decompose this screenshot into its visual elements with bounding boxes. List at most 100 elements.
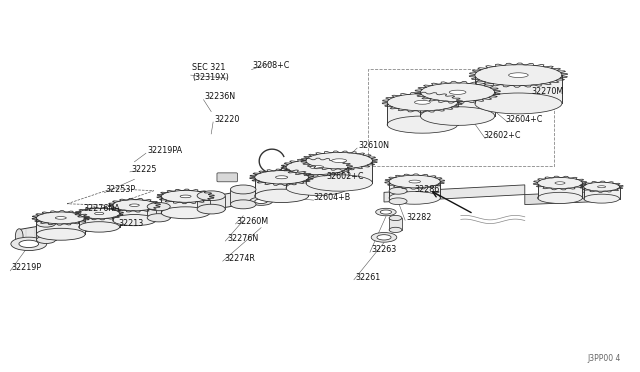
Ellipse shape	[420, 107, 495, 125]
Ellipse shape	[255, 189, 308, 203]
Ellipse shape	[113, 200, 156, 211]
Ellipse shape	[409, 180, 420, 183]
Polygon shape	[230, 189, 256, 204]
Ellipse shape	[161, 207, 210, 219]
Text: 32236N: 32236N	[205, 92, 236, 101]
Ellipse shape	[306, 175, 372, 191]
Ellipse shape	[129, 204, 140, 206]
Polygon shape	[113, 205, 156, 220]
Text: 32219P: 32219P	[12, 263, 42, 272]
Ellipse shape	[389, 227, 402, 232]
Ellipse shape	[332, 159, 347, 163]
Text: 32274R: 32274R	[224, 254, 255, 263]
Ellipse shape	[161, 190, 210, 202]
Text: J3PP00 4: J3PP00 4	[588, 354, 621, 363]
Text: 32276N: 32276N	[227, 234, 259, 243]
Ellipse shape	[255, 171, 308, 184]
Ellipse shape	[79, 222, 120, 232]
Text: 32220: 32220	[214, 115, 240, 124]
Ellipse shape	[11, 237, 47, 251]
Text: 32270M: 32270M	[531, 87, 563, 96]
FancyBboxPatch shape	[217, 173, 237, 182]
Ellipse shape	[197, 204, 225, 214]
Ellipse shape	[276, 176, 287, 179]
Ellipse shape	[113, 215, 156, 226]
Text: 32213: 32213	[118, 219, 143, 228]
Ellipse shape	[286, 180, 348, 195]
Ellipse shape	[475, 65, 562, 86]
Polygon shape	[387, 102, 458, 125]
Polygon shape	[389, 182, 440, 198]
Ellipse shape	[306, 153, 372, 169]
Ellipse shape	[389, 192, 440, 204]
Ellipse shape	[230, 185, 256, 194]
Ellipse shape	[449, 90, 466, 94]
Ellipse shape	[584, 182, 620, 191]
Text: 32260M: 32260M	[237, 217, 269, 226]
Ellipse shape	[584, 194, 620, 203]
Text: 32282: 32282	[406, 213, 432, 222]
Text: 32286: 32286	[415, 185, 440, 194]
Polygon shape	[147, 206, 170, 218]
Ellipse shape	[147, 202, 170, 211]
Text: 32604+C: 32604+C	[506, 115, 543, 124]
Ellipse shape	[180, 195, 191, 198]
Ellipse shape	[389, 215, 402, 221]
Ellipse shape	[95, 212, 104, 215]
Ellipse shape	[36, 212, 85, 224]
Polygon shape	[420, 92, 495, 116]
Polygon shape	[36, 218, 85, 234]
Polygon shape	[538, 183, 582, 198]
Polygon shape	[19, 170, 365, 243]
Ellipse shape	[79, 208, 120, 219]
Text: 32225: 32225	[131, 165, 157, 174]
Text: 32253P: 32253P	[106, 185, 136, 194]
Polygon shape	[384, 185, 525, 202]
Polygon shape	[79, 214, 120, 227]
Ellipse shape	[19, 240, 38, 247]
Text: 32602+C: 32602+C	[326, 172, 364, 181]
Ellipse shape	[377, 235, 391, 240]
Ellipse shape	[598, 186, 605, 188]
Text: 32261: 32261	[355, 273, 380, 282]
Polygon shape	[525, 191, 614, 205]
Ellipse shape	[415, 100, 430, 104]
Ellipse shape	[15, 229, 23, 244]
Polygon shape	[389, 218, 402, 230]
Ellipse shape	[36, 228, 85, 240]
Text: 32608+C: 32608+C	[253, 61, 290, 70]
Polygon shape	[584, 187, 620, 199]
Ellipse shape	[36, 220, 56, 227]
Ellipse shape	[387, 116, 458, 133]
Ellipse shape	[250, 197, 273, 205]
Ellipse shape	[420, 83, 495, 102]
Ellipse shape	[538, 177, 582, 189]
Ellipse shape	[255, 199, 268, 203]
Ellipse shape	[230, 200, 256, 209]
Text: 32219PA: 32219PA	[147, 146, 182, 155]
Ellipse shape	[555, 182, 565, 184]
Ellipse shape	[389, 175, 440, 188]
Text: 32276NA: 32276NA	[83, 204, 120, 213]
Text: 32602+C: 32602+C	[483, 131, 521, 140]
Text: SEC 321
(32319X): SEC 321 (32319X)	[192, 63, 229, 82]
Ellipse shape	[387, 94, 458, 111]
Ellipse shape	[509, 73, 528, 77]
Ellipse shape	[371, 232, 397, 242]
Ellipse shape	[380, 210, 392, 214]
Polygon shape	[197, 196, 225, 209]
Polygon shape	[36, 224, 56, 240]
Polygon shape	[306, 161, 372, 183]
Polygon shape	[161, 196, 210, 213]
Ellipse shape	[538, 192, 582, 203]
Polygon shape	[286, 167, 348, 188]
Polygon shape	[389, 191, 407, 201]
Ellipse shape	[389, 187, 407, 194]
Ellipse shape	[55, 217, 67, 219]
Ellipse shape	[310, 166, 324, 169]
Ellipse shape	[475, 93, 562, 114]
Text: 32604+B: 32604+B	[314, 193, 351, 202]
Ellipse shape	[389, 198, 407, 205]
Ellipse shape	[197, 191, 225, 201]
Ellipse shape	[286, 160, 348, 174]
